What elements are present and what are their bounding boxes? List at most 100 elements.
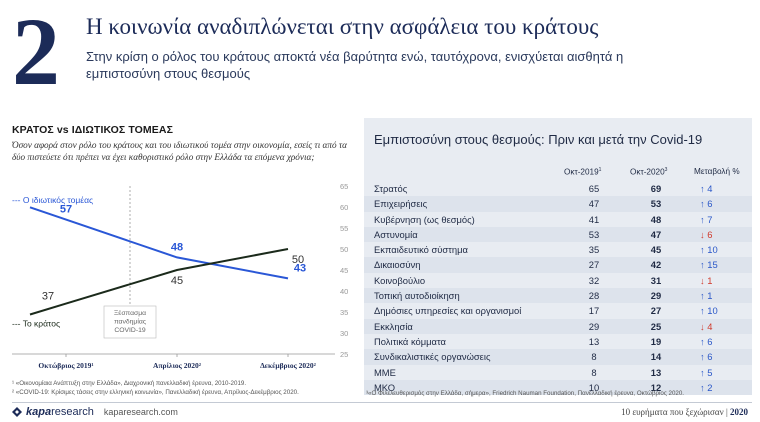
legend-private: --- Ο ιδιωτικός τομέας [12, 195, 93, 205]
x-tick-label: Απρίλιος 2020² [153, 361, 202, 370]
value-oct19: 17 [588, 305, 600, 317]
change-value: ↑ 1 [700, 290, 713, 302]
table-row: Κοινοβούλιο 32 31 ↓ 1 [364, 273, 752, 288]
value-oct20: 42 [650, 259, 662, 271]
value-oct19: 8 [591, 351, 597, 363]
arrow-down-icon: ↓ [700, 320, 705, 332]
y-tick-label: 30 [340, 329, 348, 338]
table-row: Αστυνομία 53 47 ↓ 6 [364, 226, 752, 243]
annotation-text: πανδημίας [114, 318, 147, 326]
table-row: ΜΚΟ 10 12 ↑ 2 [364, 379, 752, 396]
data-label: 50 [292, 254, 304, 266]
change-value: ↓ 6 [700, 228, 713, 240]
value-oct20: 31 [650, 274, 662, 286]
table-row: Κυβέρνηση (ως θεσμός) 41 48 ↑ 7 [364, 212, 752, 227]
change-value: ↓ 1 [700, 274, 713, 286]
arrow-up-icon: ↑ [700, 244, 705, 256]
table-row: Στρατός 65 69 ↑ 4 [364, 181, 752, 196]
footnote-1: ¹ «Οικονομίαια Ανάπτυξη στην Ελλάδα», Δι… [12, 380, 247, 387]
value-oct19: 65 [588, 183, 600, 194]
institution-name: Εκκλησία [374, 320, 413, 332]
page-subtitle: Στην κρίση ο ρόλος του κράτους αποκτά νέ… [86, 49, 624, 81]
institution-name: Επιχειρήσεις [374, 198, 428, 210]
x-tick-label: Δεκέμβριος 2020² [260, 361, 317, 370]
arrow-up-icon: ↑ [700, 183, 705, 194]
brand-name: kaparesearch [26, 406, 94, 418]
footnote-2: ² «COVID-19: Κρίσιμες τάσεις στην ελληνι… [12, 389, 299, 396]
value-oct20: 25 [650, 320, 662, 332]
table-row: Επιχειρήσεις 47 53 ↑ 6 [364, 196, 752, 212]
institution-name: Πολιτικά κόμματα [374, 335, 446, 347]
x-tick-label: Οκτώβριος 2019¹ [38, 361, 93, 370]
value-oct19: 28 [588, 290, 600, 302]
table-row: Δημόσιες υπηρεσίες και οργανισμοί 17 27 ↑ 1… [364, 303, 752, 318]
chart-section-title: ΚΡΑΤΟΣ vs ΙΔΙΩΤΙΚΟΣ ΤΟΜΕΑΣ [12, 124, 173, 136]
annotation-text: COVID-19 [114, 327, 146, 334]
trust-panel-title: Εμπιστοσύνη στους θεσμούς: Πριν και μετά… [374, 132, 703, 147]
y-tick-label: 65 [340, 182, 348, 191]
change-value: ↓ 4 [700, 320, 713, 332]
data-label: 57 [60, 204, 72, 216]
annotation-text: Ξέσπασμα [114, 309, 146, 317]
institution-name: ΜΚΟ [374, 381, 396, 393]
institution-name: Τοπική αυτοδιοίκηση [374, 290, 460, 302]
change-value: ↑ 5 [700, 366, 713, 378]
brand-url[interactable]: kaparesearch.com [103, 407, 178, 417]
change-value: ↑ 6 [700, 335, 713, 347]
value-oct19: 47 [588, 198, 600, 210]
data-label: 37 [42, 291, 54, 303]
institution-name: Κυβέρνηση (ως θεσμός) [374, 213, 475, 225]
data-label: 45 [171, 275, 183, 287]
change-value: ↑ 6 [700, 198, 713, 210]
change-value: ↑ 10 [700, 305, 718, 317]
col-header-oct20: Οκτ-20203 [630, 167, 668, 177]
line-chart: 25 30 35 40 45 50 55 60 65 ΞέσπασμαπανδημίαςCOVID… [12, 182, 348, 370]
arrow-up-icon: ↑ [700, 335, 705, 347]
value-oct20: 48 [650, 213, 662, 225]
change-value: ↑ 7 [700, 213, 713, 225]
arrow-up-icon: ↑ [700, 290, 705, 302]
institution-name: Στρατός [374, 183, 408, 194]
value-oct20: 53 [650, 198, 662, 210]
value-oct20: 13 [650, 366, 662, 378]
data-label: 48 [171, 241, 183, 253]
institution-name: Εκπαιδευτικό σύστημα [374, 244, 468, 256]
table-row: Εκπαιδευτικό σύστημα 35 45 ↑ 10 [364, 242, 752, 257]
y-tick-label: 55 [340, 224, 348, 233]
logo-mark-icon [12, 407, 22, 417]
value-oct19: 29 [588, 320, 600, 332]
value-oct19: 32 [588, 274, 600, 286]
change-value: ↑ 4 [700, 183, 713, 194]
trust-table: Στρατός 65 69 ↑ 4 Επιχειρήσεις 47 53 ↑ 6 Κυβέρνη… [364, 181, 752, 396]
value-oct19: 8 [591, 366, 597, 378]
value-oct20: 45 [650, 244, 662, 256]
series-line-private [29, 206, 289, 280]
value-oct19: 35 [588, 244, 600, 256]
value-oct19: 13 [588, 335, 600, 347]
value-oct20: 29 [650, 290, 662, 302]
table-row: Τοπική αυτοδιοίκηση 28 29 ↑ 1 [364, 288, 752, 304]
change-value: ↑ 2 [700, 381, 713, 393]
col-header-oct19: Οκτ-20191 [564, 167, 602, 177]
value-oct19: 27 [588, 259, 600, 271]
y-tick-label: 40 [340, 287, 348, 296]
table-row: Δικαιοσύνη 27 42 ↑ 15 [364, 257, 752, 273]
change-value: ↑ 15 [700, 259, 718, 271]
footer-caption: 10 ευρήματα που ξεχώρισαν | 2020 [621, 407, 748, 417]
value-oct20: 27 [650, 305, 662, 317]
value-oct20: 69 [650, 183, 662, 194]
survey-question: Όσον αφορά στον ρόλο του κράτους και του… [12, 140, 347, 162]
y-tick-label: 45 [340, 266, 348, 275]
institution-name: Δικαιοσύνη [374, 259, 421, 271]
pandemic-annotation-box [103, 305, 157, 339]
arrow-up-icon: ↑ [700, 213, 705, 225]
table-row: Εκκλησία 29 25 ↓ 4 [364, 318, 752, 334]
table-row: Πολιτικά κόμματα 13 19 ↑ 6 [364, 334, 752, 349]
section-number: 2 [12, 0, 60, 105]
y-tick-label: 60 [340, 203, 348, 212]
page-title: Η κοινωνία αναδιπλώνεται στην ασφάλεια τ… [86, 14, 599, 39]
y-tick-label: 35 [340, 308, 348, 317]
value-oct20: 47 [650, 228, 662, 240]
col-header-change: Μεταβολή % [694, 167, 740, 176]
arrow-up-icon: ↑ [700, 381, 705, 393]
